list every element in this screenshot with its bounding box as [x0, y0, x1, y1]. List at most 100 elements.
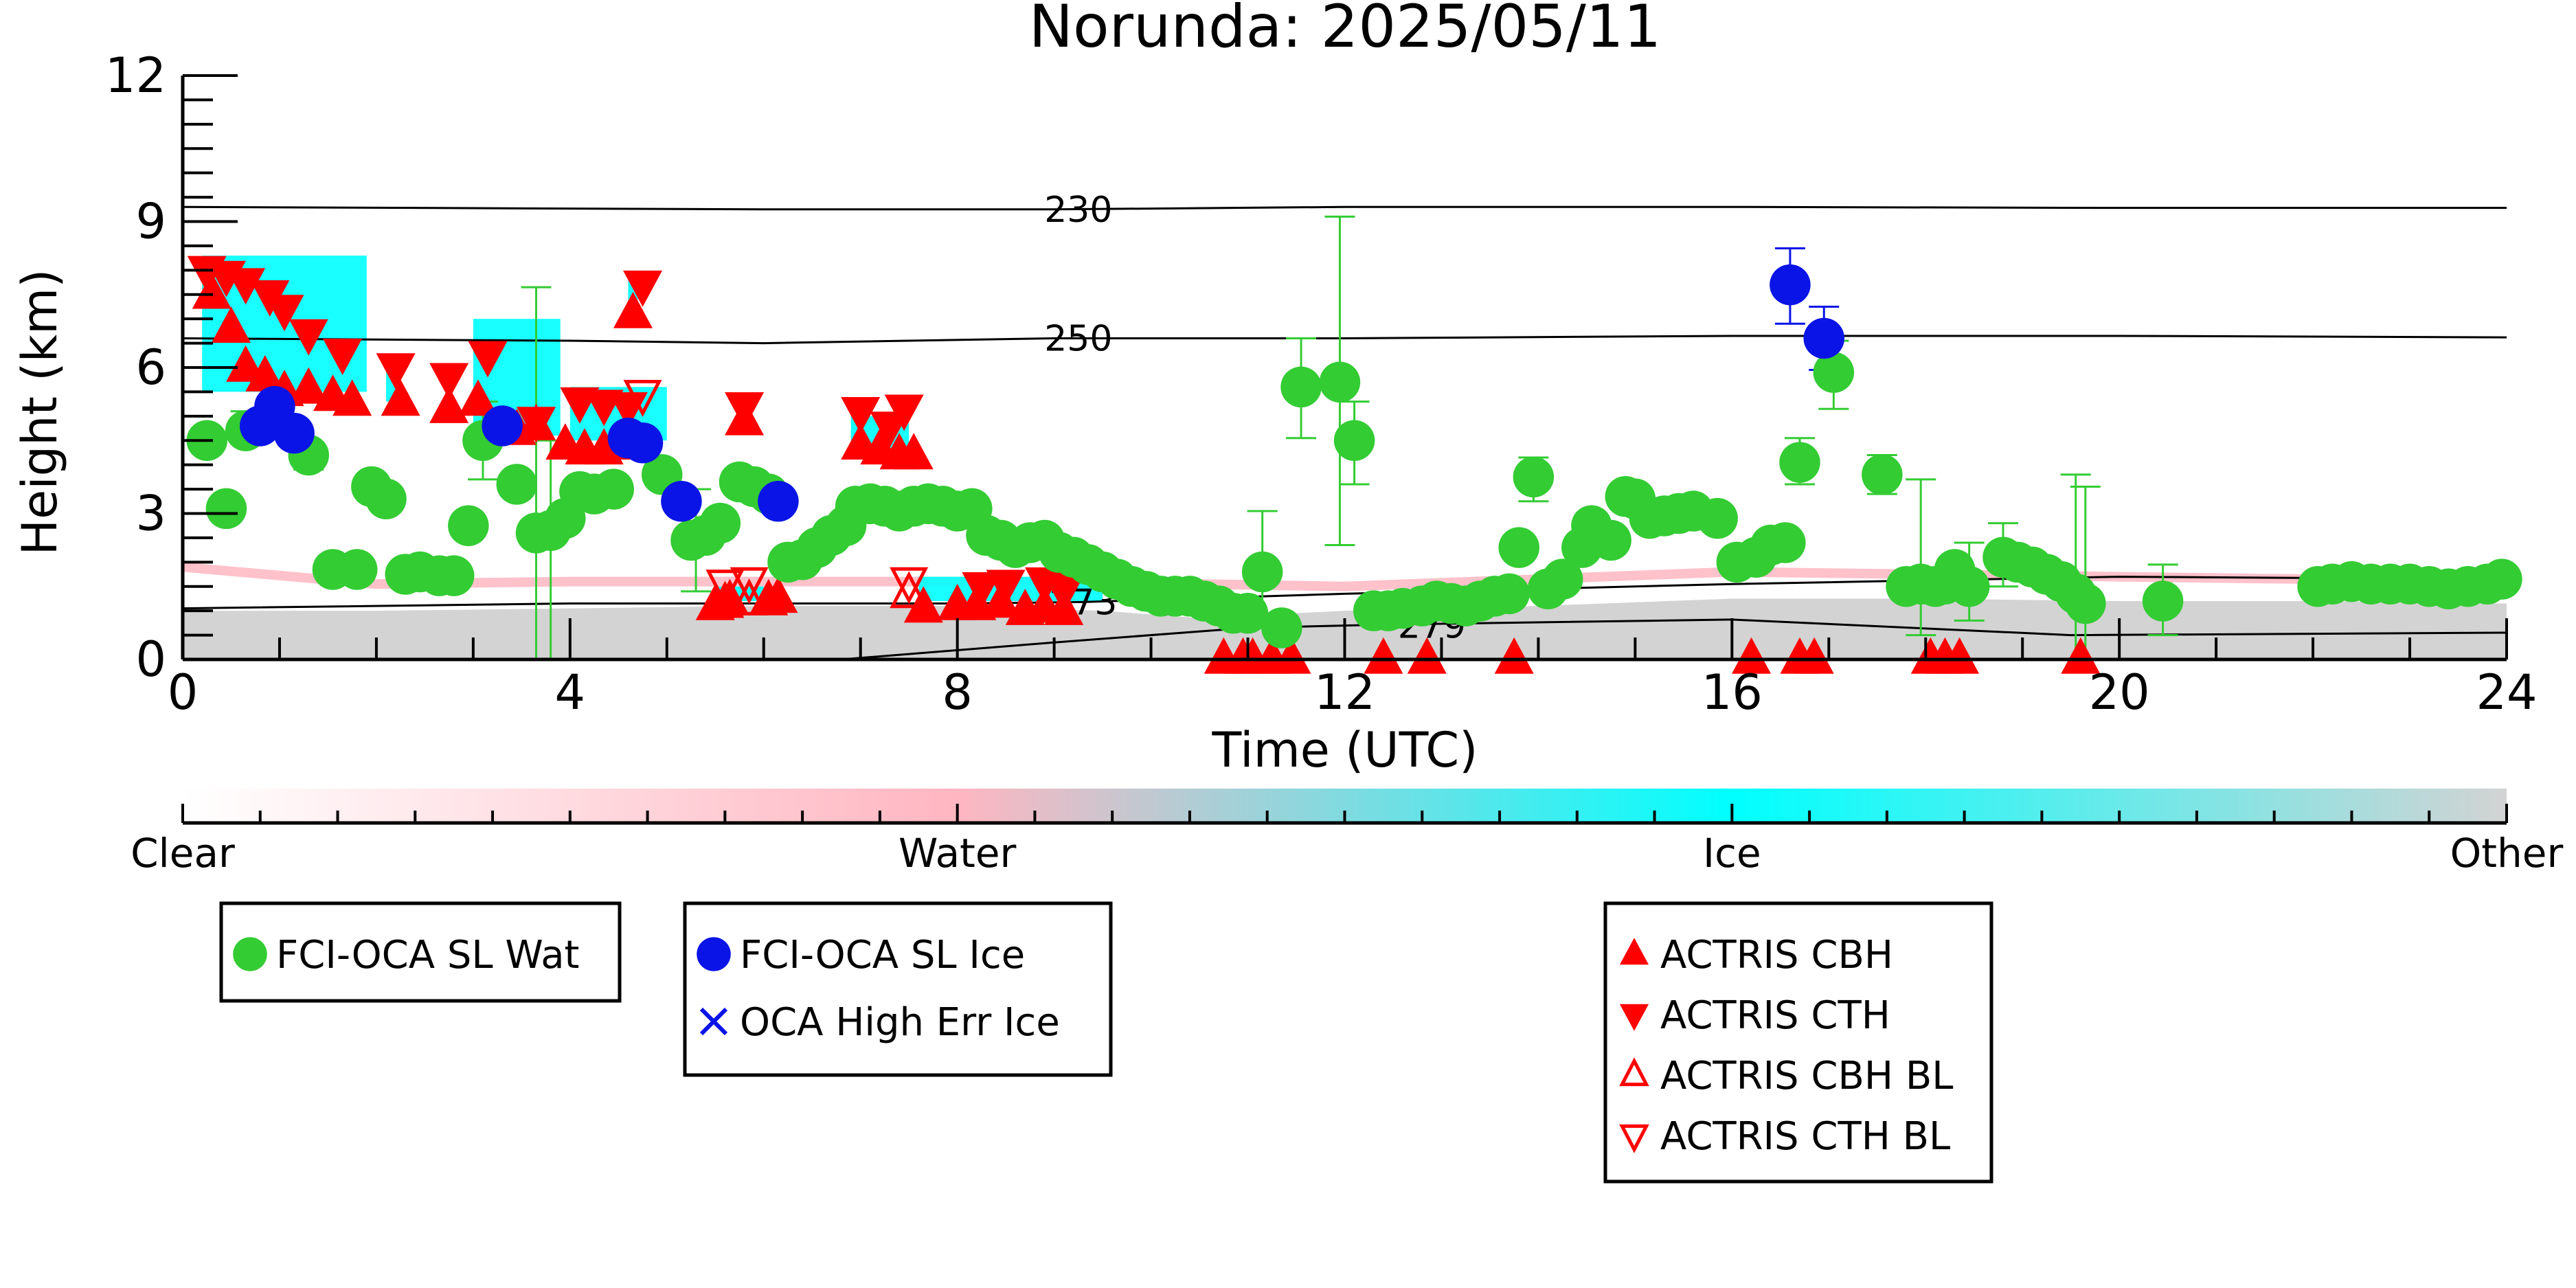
- data-point: [1364, 637, 1403, 674]
- x-tick-label: 20: [2089, 664, 2150, 721]
- series-fci-oca-sl-ice: [240, 264, 1845, 522]
- data-point: [289, 367, 328, 404]
- colorbar-label: Other: [2450, 830, 2564, 877]
- y-tick-label: 6: [135, 339, 166, 396]
- legend-box: FCI-OCA SL Wat: [219, 901, 622, 1003]
- data-point: [1498, 527, 1539, 568]
- data-point: [245, 354, 285, 392]
- data-point: [468, 341, 508, 378]
- data-point: [226, 268, 266, 305]
- data-point: [758, 481, 799, 522]
- x-axis-label: Time (UTC): [1212, 722, 1478, 778]
- data-point: [661, 481, 702, 522]
- data-point: [458, 379, 498, 416]
- legend-marker-icon: [697, 937, 731, 971]
- series-actris-cth: [187, 256, 1089, 609]
- data-point: [1044, 588, 1084, 625]
- data-point: [332, 379, 372, 416]
- legend-marker-icon: [699, 1007, 728, 1036]
- data-point: [1333, 420, 1375, 462]
- legend-marker-icon: [1619, 1004, 1649, 1031]
- y-tick-label: 0: [135, 631, 166, 688]
- data-point: [730, 567, 769, 605]
- data-point: [273, 412, 315, 454]
- legend-entry-label: FCI-OCA SL Ice: [740, 933, 1025, 978]
- series-actris-cbh-bl: [705, 571, 929, 618]
- data-point: [1513, 456, 1555, 498]
- data-point: [1948, 565, 1990, 607]
- data-point: [890, 567, 929, 605]
- legend-entry-label: ACTRIS CTH: [1660, 993, 1890, 1038]
- data-point: [1765, 522, 1806, 563]
- y-tick-label: 9: [135, 194, 166, 250]
- legend-marker-icon: [1619, 1057, 1649, 1087]
- legend-frame: [683, 901, 1113, 1077]
- data-point: [981, 581, 1021, 618]
- series-fci-oca-sl-wat: [186, 352, 2522, 648]
- contour-line-230: [182, 205, 2507, 211]
- data-point: [1541, 558, 1583, 600]
- data-point: [613, 291, 653, 328]
- x-tick-label: 8: [942, 664, 973, 721]
- legend-entry-label: OCA High Err Ice: [740, 1000, 1060, 1045]
- data-point: [1261, 607, 1302, 648]
- legend-entry-label: FCI-OCA SL Wat: [276, 933, 580, 978]
- data-point: [482, 405, 523, 447]
- data-point: [192, 272, 231, 309]
- colorbar-label: Water: [899, 830, 1017, 877]
- x-tick-label: 24: [2476, 664, 2537, 721]
- data-point: [264, 295, 304, 332]
- data-point: [841, 397, 881, 433]
- data-point: [699, 502, 741, 544]
- cloud-mask-colorbar: Clear Water Ice Other: [131, 789, 2563, 877]
- data-point: [894, 433, 934, 470]
- legend-marker-icon: [233, 937, 267, 971]
- data-point: [1779, 442, 1820, 483]
- data-point: [2065, 583, 2106, 624]
- data-point: [289, 319, 328, 356]
- contour-line-250: [182, 335, 2507, 345]
- legend-entry-label: ACTRIS CBH: [1660, 933, 1893, 978]
- data-point: [323, 339, 363, 375]
- data-point: [433, 555, 475, 596]
- colorbar-label: Clear: [131, 830, 235, 877]
- data-point: [622, 422, 664, 464]
- data-point: [429, 387, 469, 423]
- data-point: [730, 578, 769, 615]
- data-point: [1227, 592, 1269, 634]
- data-point: [226, 345, 266, 382]
- data-point: [1241, 551, 1283, 593]
- data-point: [1813, 352, 1855, 393]
- data-point: [429, 363, 469, 400]
- data-point: [725, 392, 765, 429]
- x-tick-label: 12: [1314, 664, 1375, 721]
- data-point: [758, 576, 798, 613]
- data-point: [1770, 264, 1811, 306]
- data-point: [1272, 637, 1311, 674]
- data-point: [623, 380, 662, 417]
- legend-marker-icon: [1619, 938, 1649, 965]
- data-point: [623, 270, 663, 307]
- data-point: [448, 505, 489, 546]
- x-tick-label: 16: [1702, 664, 1763, 721]
- data-point: [1732, 637, 1772, 674]
- contour-label-230: 230: [1044, 190, 1112, 231]
- y-tick-label: 12: [105, 47, 166, 104]
- data-point: [516, 407, 556, 444]
- legend-marker-icon: [1619, 1124, 1649, 1153]
- data-point: [211, 306, 251, 343]
- data-point: [1494, 637, 1534, 674]
- data-markers: [186, 256, 2522, 674]
- legend-box: FCI-OCA SL Ice OCA High Err Ice: [683, 901, 1113, 1077]
- x-tick-label: 4: [555, 664, 586, 721]
- legend-entry-label: ACTRIS CTH BL: [1660, 1114, 1950, 1159]
- data-point: [1803, 317, 1845, 359]
- data-point: [2061, 637, 2101, 674]
- colorbar-label: Ice: [1703, 830, 1761, 877]
- data-point: [1590, 519, 1631, 561]
- data-point: [1407, 637, 1447, 674]
- series-actris-cth-bl: [623, 380, 929, 607]
- data-point: [376, 353, 416, 390]
- legend-entry-label: ACTRIS CBH BL: [1660, 1054, 1953, 1098]
